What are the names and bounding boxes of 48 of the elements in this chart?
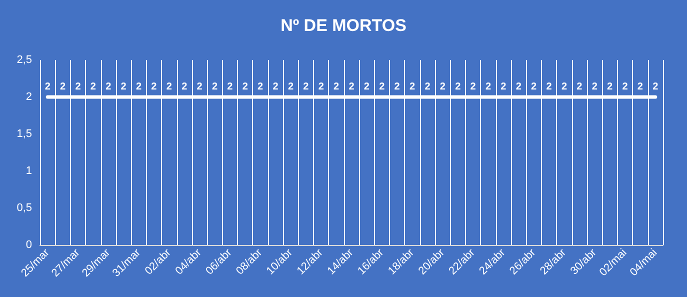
data-label: 2 bbox=[151, 82, 158, 92]
data-label: 2 bbox=[166, 82, 172, 92]
data-label: 2 bbox=[410, 82, 416, 92]
data-label: 2 bbox=[379, 82, 386, 92]
data-label: 2 bbox=[303, 82, 310, 92]
data-label: 2 bbox=[90, 82, 96, 92]
data-label: 2 bbox=[136, 82, 142, 92]
data-label: 2 bbox=[182, 82, 188, 92]
data-label: 2 bbox=[440, 82, 446, 92]
data-label: 2 bbox=[622, 82, 628, 92]
data-label: 2 bbox=[272, 82, 279, 92]
data-label: 2 bbox=[288, 82, 294, 92]
y-tick-label: 2,5 bbox=[16, 54, 32, 66]
data-label: 2 bbox=[348, 82, 355, 92]
data-label: 2 bbox=[652, 82, 659, 92]
data-label: 2 bbox=[106, 82, 112, 92]
y-tick-label: 0 bbox=[26, 239, 32, 251]
y-tick-label: 2 bbox=[26, 91, 32, 103]
data-label: 2 bbox=[424, 82, 431, 92]
data-label: 2 bbox=[531, 82, 538, 92]
y-tick-label: 0,5 bbox=[16, 202, 32, 214]
data-label: 2 bbox=[546, 82, 552, 92]
data-label: 2 bbox=[44, 82, 51, 92]
y-tick-label: 1 bbox=[26, 165, 32, 177]
data-label: 2 bbox=[227, 82, 234, 92]
data-label: 2 bbox=[500, 82, 507, 92]
data-label: 2 bbox=[258, 82, 264, 92]
data-label: 2 bbox=[637, 82, 644, 92]
data-label: 2 bbox=[561, 82, 568, 92]
data-label: 2 bbox=[364, 82, 370, 92]
data-label: 2 bbox=[242, 82, 248, 92]
data-label: 2 bbox=[607, 82, 614, 92]
data-label: 2 bbox=[516, 82, 522, 92]
data-label: 2 bbox=[75, 82, 82, 92]
chart-title: Nº DE MORTOS bbox=[280, 16, 406, 35]
data-label: 2 bbox=[576, 82, 583, 92]
data-label: 2 bbox=[60, 82, 66, 92]
data-label: 2 bbox=[470, 82, 476, 92]
data-label: 2 bbox=[120, 82, 127, 92]
data-label: 2 bbox=[455, 82, 462, 92]
data-label: 2 bbox=[318, 82, 324, 92]
data-label: 2 bbox=[394, 82, 400, 92]
data-label: 2 bbox=[196, 82, 203, 92]
data-label: 2 bbox=[334, 82, 340, 92]
data-label: 2 bbox=[485, 82, 492, 92]
data-label: 2 bbox=[212, 82, 218, 92]
y-tick-label: 1,5 bbox=[16, 128, 32, 140]
data-label: 2 bbox=[592, 82, 598, 92]
